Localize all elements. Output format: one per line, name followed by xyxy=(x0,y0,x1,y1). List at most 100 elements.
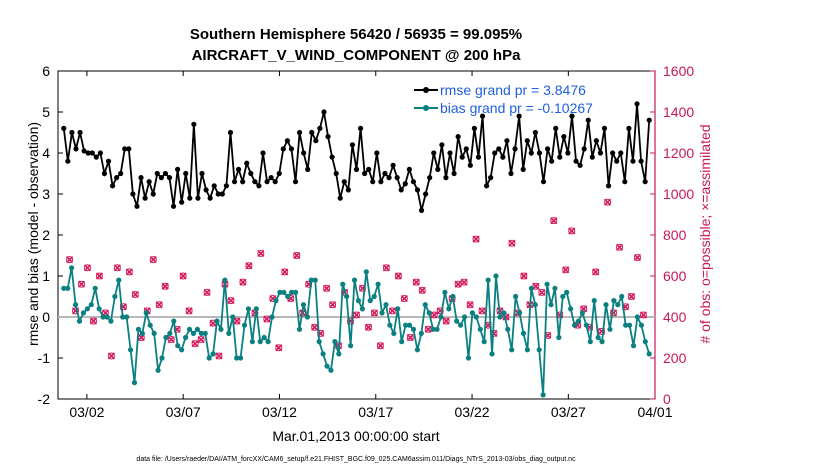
bias-point xyxy=(218,326,224,332)
rmse-point xyxy=(443,175,449,181)
y-tick-label-right: 1000 xyxy=(663,186,694,202)
obs-assimilated-marker xyxy=(113,264,121,272)
bias-point xyxy=(450,293,456,300)
obs-possible-marker xyxy=(167,336,175,344)
obs-possible-marker xyxy=(317,329,325,337)
obs-assimilated-marker xyxy=(239,278,247,286)
y-axis-right: 0 200 400 600 800 1000 1200 1400 1600 xyxy=(650,63,694,407)
y-tick-label-right: 600 xyxy=(663,268,687,284)
rmse-point xyxy=(398,187,404,193)
bias-point xyxy=(395,306,401,312)
obs-assimilated-marker xyxy=(442,317,450,325)
y-tick-label-left: 3 xyxy=(42,186,50,202)
obs-possible-marker xyxy=(281,268,289,276)
obs-possible-marker xyxy=(179,272,187,280)
rmse-point xyxy=(374,150,380,156)
rmse-point xyxy=(309,129,315,136)
rmse-point xyxy=(353,166,360,172)
rmse-point xyxy=(97,150,103,156)
bias-point xyxy=(611,298,617,304)
obs-assimilated-marker xyxy=(161,282,169,290)
bias-point xyxy=(261,334,267,341)
rmse-point xyxy=(467,162,473,168)
rmse-point xyxy=(362,170,368,177)
obs-assimilated-marker xyxy=(472,235,480,243)
bias-point xyxy=(438,314,444,320)
rmse-point xyxy=(455,134,461,140)
rmse-point xyxy=(252,179,258,185)
rmse-point xyxy=(288,146,295,152)
bias-point xyxy=(257,339,263,345)
obs-possible-marker xyxy=(478,307,486,315)
obs-assimilated-marker xyxy=(227,297,235,305)
bias-point xyxy=(634,314,641,320)
bias-point xyxy=(312,277,318,283)
rmse-point xyxy=(370,179,376,185)
obs-possible-marker xyxy=(83,264,91,272)
rmse-point xyxy=(500,154,506,160)
obs-possible-marker xyxy=(550,217,558,225)
bias-point xyxy=(131,380,138,386)
bias-point xyxy=(544,281,550,287)
bias-point xyxy=(406,322,413,328)
bias-point xyxy=(336,351,342,357)
rmse-point xyxy=(508,170,514,177)
obs-assimilated-marker xyxy=(167,335,175,344)
rmse-point xyxy=(179,199,185,205)
bias-point xyxy=(481,339,487,345)
obs-assimilated-marker xyxy=(107,352,115,360)
rmse-point xyxy=(61,125,67,131)
bias-point xyxy=(371,293,377,300)
obs-assimilated-marker xyxy=(568,227,576,235)
obs-possible-marker xyxy=(610,309,618,317)
rmse-point xyxy=(109,183,116,189)
obs-possible-marker xyxy=(627,293,635,300)
obs-possible-marker xyxy=(538,288,546,296)
rmse-point xyxy=(321,109,327,115)
rmse-point xyxy=(93,154,99,160)
obs-possible-marker xyxy=(347,317,355,325)
bias-point xyxy=(198,330,204,336)
bias-point xyxy=(281,289,287,295)
obs-assimilated-marker xyxy=(364,323,373,331)
obs-assimilated-marker xyxy=(562,266,570,274)
bias-point xyxy=(249,339,255,345)
obs-possible-marker xyxy=(245,262,253,270)
rmse-point xyxy=(435,166,441,172)
x-tick-label: 03/12 xyxy=(262,404,297,420)
rmse-point xyxy=(154,170,160,177)
rmse-point xyxy=(573,158,579,164)
x-axis-label: Mar.01,2013 00:00:00 start xyxy=(272,428,439,444)
obs-assimilated-marker xyxy=(466,301,474,309)
chart-title-line2: AIRCRAFT_V_WIND_COMPONENT @ 200 hPa xyxy=(192,47,522,64)
bias-point xyxy=(591,298,597,304)
obs-possible-marker xyxy=(430,311,438,319)
x-tick-label: 03/07 xyxy=(166,404,201,420)
obs-possible-marker xyxy=(382,264,390,272)
obs-possible-marker xyxy=(400,295,408,303)
bias-point xyxy=(179,347,185,353)
rmse-point xyxy=(146,179,152,185)
obs-possible-marker xyxy=(329,301,337,309)
obs-possible-marker xyxy=(215,352,223,360)
rmse-point xyxy=(313,138,319,144)
bias-point xyxy=(603,302,609,308)
obs-possible-marker xyxy=(263,315,271,323)
bias-point xyxy=(548,302,554,308)
obs-possible-marker xyxy=(78,280,86,288)
rmse-point xyxy=(349,142,356,148)
obs-assimilated-marker xyxy=(323,284,331,292)
bias-point xyxy=(497,314,503,320)
rmse-point xyxy=(345,187,351,193)
bias-point xyxy=(163,334,169,341)
rmse-point xyxy=(240,179,246,185)
rmse-point xyxy=(248,170,254,177)
bias-point xyxy=(403,322,409,328)
obs-possible-marker xyxy=(95,272,103,280)
obs-assimilated-marker xyxy=(311,323,319,331)
rmse-point xyxy=(191,121,197,127)
bias-point xyxy=(501,310,507,316)
chart-title-line1: Southern Hemisphere 56420 / 56935 = 99.0… xyxy=(190,26,522,43)
bias-point xyxy=(69,265,75,271)
bias-point xyxy=(442,289,448,295)
